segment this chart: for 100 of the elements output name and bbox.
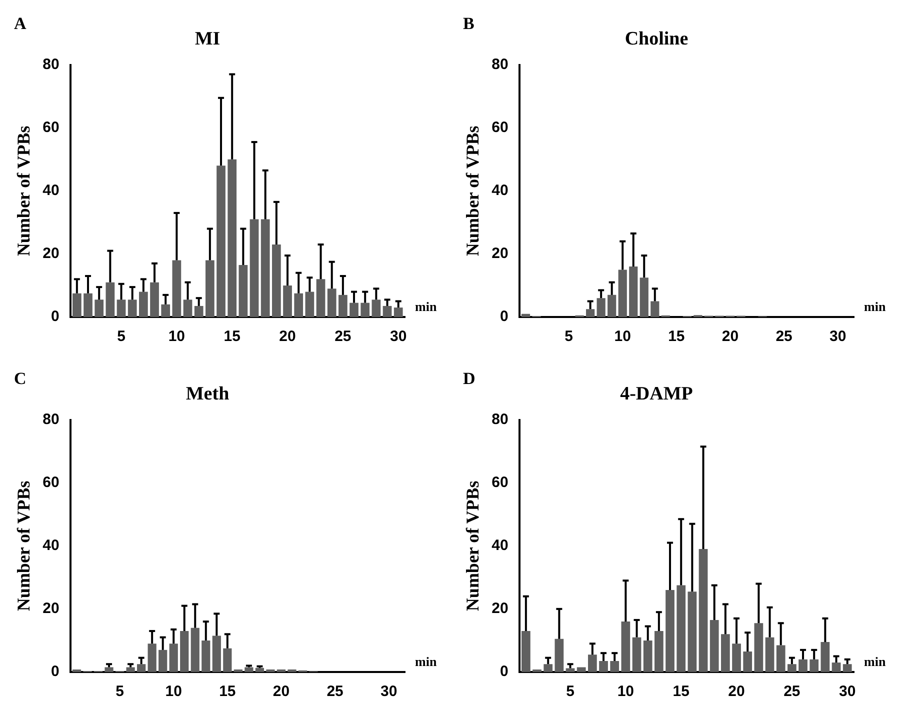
- bar: [743, 652, 752, 672]
- x-tick-label: 15: [224, 328, 240, 346]
- y-tick-label: 60: [492, 474, 508, 491]
- bar: [172, 260, 182, 317]
- bar: [576, 667, 586, 672]
- y-tick-label: 0: [50, 308, 60, 326]
- y-tick-label: 60: [492, 118, 508, 136]
- bar: [721, 634, 730, 672]
- bar: [394, 308, 403, 317]
- bar: [183, 300, 192, 317]
- bar: [216, 166, 226, 317]
- y-tick-label: 0: [500, 308, 508, 326]
- bar: [250, 219, 259, 317]
- bar: [169, 644, 178, 672]
- bar: [586, 309, 595, 317]
- x-tick-label: 20: [722, 328, 739, 346]
- x-tick-label: 10: [614, 328, 631, 346]
- y-tick-label: 80: [492, 56, 508, 73]
- bar: [266, 669, 275, 672]
- x-axis-title: min: [415, 654, 438, 669]
- bar: [305, 292, 314, 317]
- x-tick-label: 25: [334, 328, 352, 346]
- bar: [798, 659, 808, 672]
- bar: [842, 664, 852, 672]
- x-tick-label: 15: [672, 683, 690, 700]
- bar: [139, 292, 148, 317]
- bar: [228, 159, 237, 317]
- bar: [190, 628, 200, 672]
- y-tick-label: 20: [42, 245, 60, 262]
- x-tick-label: 20: [272, 683, 290, 700]
- bar: [382, 306, 392, 317]
- bar: [788, 664, 796, 672]
- x-tick-label: 15: [668, 328, 685, 346]
- y-tick-label: 20: [42, 600, 60, 618]
- y-tick-label: 20: [492, 245, 508, 262]
- bar: [158, 650, 168, 672]
- y-tick-label: 20: [492, 600, 508, 618]
- text: C: [14, 368, 26, 388]
- bar: [128, 300, 137, 317]
- y-axis-title: Number of VPBs: [13, 126, 34, 256]
- y-tick-label: 60: [42, 118, 60, 136]
- bar: [621, 622, 630, 672]
- bar: [276, 669, 286, 672]
- bar: [599, 660, 608, 672]
- bar: [596, 298, 606, 317]
- x-tick-label: 5: [564, 328, 573, 346]
- bar: [212, 636, 221, 672]
- bar: [588, 654, 597, 672]
- bar: [666, 590, 674, 672]
- bar: [688, 592, 697, 672]
- bar: [532, 669, 542, 672]
- x-axis-title: min: [864, 298, 886, 314]
- bar: [161, 304, 170, 317]
- x-tick-label: 30: [830, 328, 846, 346]
- x-tick-label: 25: [326, 683, 344, 700]
- bar: [754, 623, 764, 672]
- x-tick-label: 30: [839, 683, 856, 700]
- bar: [150, 282, 159, 317]
- bar: [350, 302, 358, 317]
- x-tick-label: 5: [566, 683, 574, 700]
- x-tick-label: 20: [728, 683, 745, 700]
- x-axis-title: min: [864, 654, 886, 669]
- bar: [629, 266, 638, 317]
- bar: [360, 302, 370, 317]
- y-tick-label: 40: [42, 182, 60, 200]
- x-tick-label: 10: [168, 328, 186, 346]
- chart-title: Choline: [624, 28, 688, 50]
- bar: [632, 637, 642, 672]
- bar: [338, 294, 348, 317]
- bar: [618, 270, 627, 317]
- x-tick-label: 5: [116, 683, 124, 700]
- text: D: [463, 368, 476, 388]
- x-axis-title: min: [415, 298, 438, 314]
- bar: [327, 288, 336, 317]
- bar: [116, 300, 126, 317]
- y-tick-label: 0: [500, 663, 508, 680]
- bar: [698, 549, 708, 672]
- bar: [206, 260, 214, 317]
- bar: [732, 644, 741, 672]
- bar: [765, 637, 774, 672]
- bar: [104, 667, 114, 672]
- bar: [676, 585, 686, 672]
- y-axis-title: Number of VPBs: [13, 480, 34, 612]
- bar: [137, 664, 146, 672]
- bar: [710, 620, 719, 672]
- chart-title: MI: [194, 28, 220, 50]
- bar: [832, 662, 841, 672]
- bar: [294, 293, 304, 317]
- x-tick-label: 30: [390, 328, 407, 346]
- bar: [544, 664, 553, 672]
- bar: [608, 294, 616, 317]
- x-tick-label: 15: [219, 683, 236, 700]
- bar: [288, 669, 296, 672]
- bar: [260, 219, 270, 317]
- bar: [521, 314, 530, 317]
- bar: [244, 667, 254, 672]
- x-tick-label: 20: [279, 328, 296, 346]
- bar: [238, 264, 248, 317]
- bar: [522, 631, 530, 672]
- y-axis-title: Number of VPBs: [462, 126, 482, 256]
